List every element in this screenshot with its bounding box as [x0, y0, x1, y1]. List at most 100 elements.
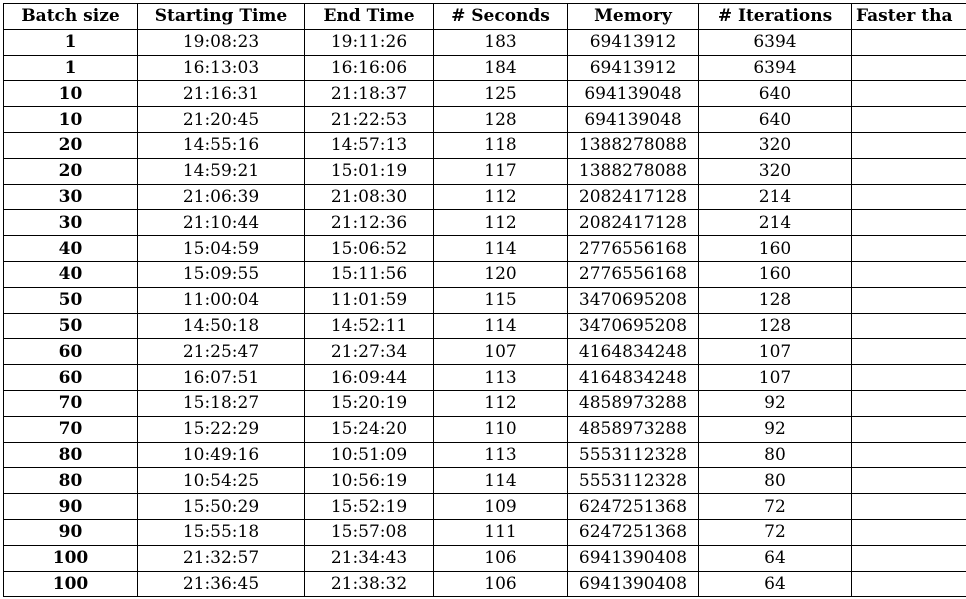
cell-iterations: 320 — [698, 131, 852, 159]
cell-iterations: 92 — [698, 389, 852, 417]
cell-seconds: 115 — [433, 286, 568, 314]
cell-memory: 69413912 — [567, 28, 699, 56]
cell-seconds: 111 — [433, 518, 568, 546]
cell-starting-time: 14:55:16 — [137, 131, 305, 159]
cell-starting-time: 16:13:03 — [137, 54, 305, 82]
cell-batch-size: 100 — [3, 544, 138, 572]
cell-memory: 6941390408 — [567, 570, 699, 598]
cell-batch-size: 80 — [3, 441, 138, 469]
cell-iterations: 640 — [698, 106, 852, 133]
cell-faster-than: 11. — [851, 28, 966, 56]
cell-iterations: 107 — [698, 338, 852, 366]
cell-memory: 3470695208 — [567, 312, 699, 340]
cell-starting-time: 16:07:51 — [137, 364, 305, 391]
cell-end-time: 16:09:44 — [304, 364, 434, 391]
cell-memory: 2776556168 — [567, 260, 699, 288]
cell-memory: 3470695208 — [567, 286, 699, 314]
table-row: 1 16:13:03 16:16:06 184 69413912 6394 — [3, 54, 966, 82]
cell-batch-size: 70 — [3, 389, 138, 417]
cell-starting-time: 10:49:16 — [137, 441, 305, 469]
cell-end-time: 16:16:06 — [304, 54, 434, 82]
cell-iterations: 72 — [698, 493, 852, 520]
cell-end-time: 21:08:30 — [304, 183, 434, 211]
cell-end-time: 15:01:19 — [304, 157, 434, 185]
cell-end-time: 14:52:11 — [304, 312, 434, 340]
cell-starting-time: 21:36:45 — [137, 570, 305, 598]
cell-seconds: 120 — [433, 260, 568, 288]
cell-end-time: 15:24:20 — [304, 415, 434, 443]
cell-iterations: 128 — [698, 312, 852, 340]
cell-starting-time: 21:32:57 — [137, 544, 305, 572]
benchmark-table: Batch size Starting Time End Time # Seco… — [3, 3, 966, 598]
cell-iterations: 72 — [698, 518, 852, 546]
cell-starting-time: 15:04:59 — [137, 235, 305, 262]
cell-batch-size: 90 — [3, 518, 138, 546]
benchmark-table-container: Batch size Starting Time End Time # Seco… — [3, 3, 966, 598]
cell-end-time: 19:11:26 — [304, 28, 434, 56]
cell-iterations: 64 — [698, 544, 852, 572]
cell-starting-time: 21:20:45 — [137, 106, 305, 133]
cell-batch-size: 50 — [3, 286, 138, 314]
cell-memory: 2082417128 — [567, 209, 699, 237]
table-row: 50 11:00:04 11:01:59 115 3470695208 128 — [3, 286, 966, 314]
cell-end-time: 21:18:37 — [304, 80, 434, 108]
cell-end-time: 15:06:52 — [304, 235, 434, 262]
cell-seconds: 114 — [433, 467, 568, 495]
cell-faster-than: 19. — [851, 570, 966, 598]
cell-batch-size: 1 — [3, 28, 138, 56]
cell-iterations: 320 — [698, 157, 852, 185]
header-seconds: # Seconds — [433, 3, 568, 30]
cell-memory: 4164834248 — [567, 364, 699, 391]
cell-memory: 694139048 — [567, 80, 699, 108]
cell-seconds: 112 — [433, 209, 568, 237]
cell-seconds: 183 — [433, 28, 568, 56]
cell-memory: 2776556168 — [567, 235, 699, 262]
cell-starting-time: 19:08:23 — [137, 28, 305, 56]
cell-starting-time: 15:18:27 — [137, 389, 305, 417]
cell-end-time: 10:56:19 — [304, 467, 434, 495]
cell-faster-than: 18. — [851, 209, 966, 237]
cell-faster-than — [851, 286, 966, 314]
table-header: Batch size Starting Time End Time # Seco… — [3, 3, 966, 30]
cell-seconds: 106 — [433, 570, 568, 598]
cell-faster-than: 17. — [851, 467, 966, 495]
cell-starting-time: 11:00:04 — [137, 286, 305, 314]
cell-end-time: 10:51:09 — [304, 441, 434, 469]
cell-end-time: 21:27:34 — [304, 338, 434, 366]
cell-faster-than: 17. — [851, 235, 966, 262]
cell-memory: 1388278088 — [567, 131, 699, 159]
cell-faster-than: 17. — [851, 312, 966, 340]
header-faster-than: Faster tha — [851, 3, 966, 30]
cell-faster-than: 18. — [851, 389, 966, 417]
cell-iterations: 128 — [698, 286, 852, 314]
cell-batch-size: 1 — [3, 54, 138, 82]
cell-iterations: 640 — [698, 80, 852, 108]
header-iterations: # Iterations — [698, 3, 852, 30]
cell-batch-size: 20 — [3, 131, 138, 159]
cell-batch-size: 50 — [3, 312, 138, 340]
cell-end-time: 21:38:32 — [304, 570, 434, 598]
cell-seconds: 112 — [433, 183, 568, 211]
cell-memory: 6247251368 — [567, 493, 699, 520]
cell-faster-than: 18. — [851, 364, 966, 391]
cell-seconds: 109 — [433, 493, 568, 520]
cell-seconds: 125 — [433, 80, 568, 108]
cell-end-time: 15:11:56 — [304, 260, 434, 288]
cell-batch-size: 30 — [3, 209, 138, 237]
cell-memory: 2082417128 — [567, 183, 699, 211]
cell-iterations: 80 — [698, 467, 852, 495]
cell-end-time: 11:01:59 — [304, 286, 434, 314]
cell-seconds: 107 — [433, 338, 568, 366]
cell-iterations: 160 — [698, 235, 852, 262]
cell-starting-time: 15:22:29 — [137, 415, 305, 443]
header-starting-time: Starting Time — [137, 3, 305, 30]
